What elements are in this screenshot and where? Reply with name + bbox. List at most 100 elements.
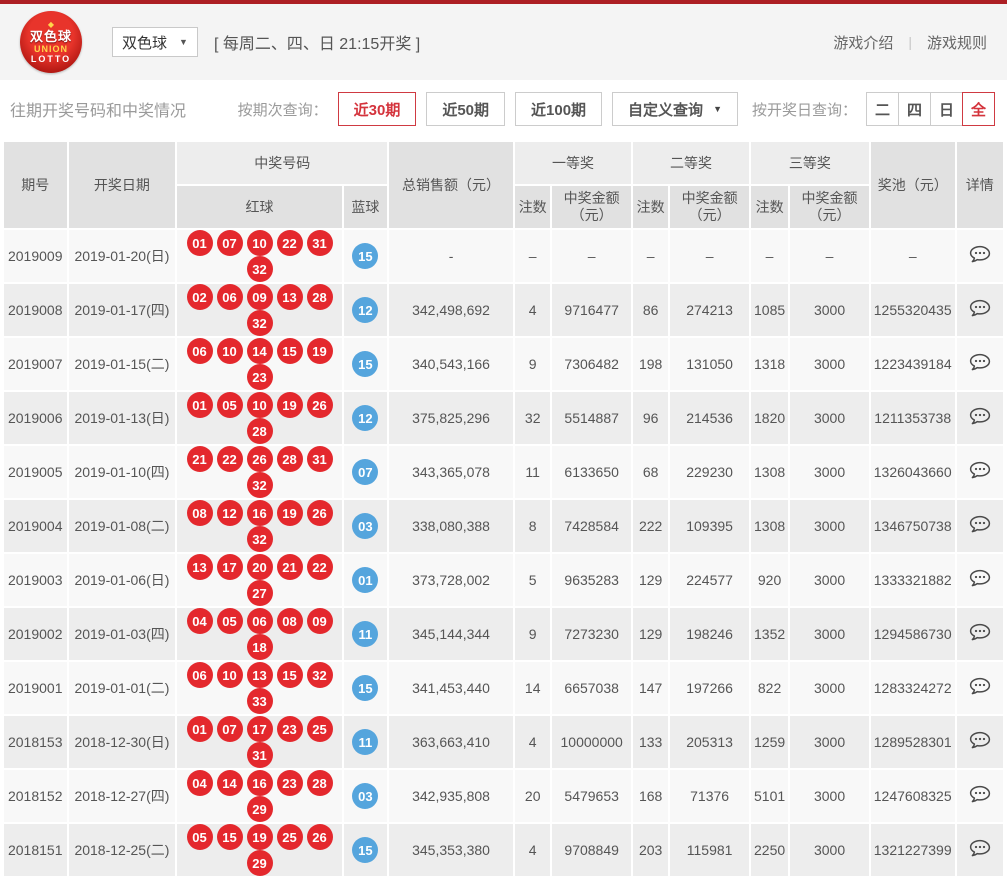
red-ball: 33	[246, 688, 273, 714]
blue-ball: 12	[352, 297, 379, 323]
red-ball: 14	[246, 338, 273, 364]
second-prize-count-cell: 68	[630, 444, 671, 500]
detail-comment-icon[interactable]	[968, 783, 992, 807]
detail-comment-icon[interactable]	[968, 675, 992, 699]
red-ball: 23	[246, 364, 273, 390]
second-prize-amount-cell: 224577	[668, 552, 751, 608]
day-button-tuesday[interactable]: 二	[866, 92, 899, 126]
blue-ball-cell: 12	[341, 390, 390, 446]
blue-ball: 12	[352, 405, 379, 431]
red-ball: 25	[306, 716, 333, 742]
filter-button-last100[interactable]: 近100期	[515, 92, 603, 126]
jackpot-pool-cell: 1247608325	[868, 768, 957, 824]
blue-ball: 03	[352, 783, 379, 809]
red-balls-cell: 21 22 26 28 31 32	[175, 444, 344, 500]
second-prize-count-cell: 203	[630, 822, 671, 878]
first-prize-amount-cell: 6133650	[550, 444, 633, 500]
red-ball: 16	[246, 770, 273, 796]
red-ball: 26	[246, 446, 273, 472]
detail-cell	[954, 282, 1006, 338]
second-prize-amount-cell: 214536	[668, 390, 751, 446]
red-ball: 09	[246, 284, 273, 310]
red-ball: 05	[216, 392, 243, 418]
game-select-dropdown[interactable]: 双色球 ▼	[112, 27, 198, 57]
red-balls-cell: 01 05 10 19 26 28	[175, 390, 344, 446]
site-header: ◆ 双色球 UNION LOTTO 双色球 ▼ [ 每周二、四、日 21:15开…	[0, 4, 1007, 80]
detail-comment-icon[interactable]	[968, 729, 992, 753]
blue-ball: 01	[352, 567, 379, 593]
detail-comment-icon[interactable]	[968, 405, 992, 429]
red-ball: 10	[246, 392, 273, 418]
jackpot-pool-cell: 1211353738	[868, 390, 957, 446]
detail-comment-icon[interactable]	[968, 351, 992, 375]
first-prize-count-cell: 8	[513, 498, 553, 554]
first-prize-amount-cell: 9708849	[550, 822, 633, 878]
red-balls-cell: 01 07 10 22 31 32	[175, 228, 344, 284]
blue-ball: 15	[352, 351, 379, 377]
detail-comment-icon[interactable]	[968, 567, 992, 591]
sales-cell: -	[387, 228, 516, 284]
detail-cell	[954, 390, 1006, 446]
third-prize-count-cell: 822	[748, 660, 791, 716]
red-ball: 08	[186, 500, 213, 526]
detail-comment-icon[interactable]	[968, 621, 992, 645]
custom-query-dropdown[interactable]: 自定义查询 ▼	[612, 92, 738, 126]
detail-comment-icon[interactable]	[968, 243, 992, 267]
blue-ball-cell: 15	[341, 336, 390, 392]
game-rules-link[interactable]: 游戏规则	[926, 34, 987, 52]
sales-cell: 340,543,166	[387, 336, 516, 392]
game-intro-link[interactable]: 游戏介绍	[833, 34, 894, 52]
red-ball: 32	[246, 310, 273, 336]
blue-ball-cell: 15	[341, 660, 390, 716]
red-ball: 32	[246, 472, 273, 498]
jackpot-pool-cell: –	[868, 228, 957, 284]
second-prize-count-cell: 147	[630, 660, 671, 716]
day-button-sunday[interactable]: 日	[930, 92, 963, 126]
header-amount-2: 中奖金额 （元）	[668, 184, 751, 230]
red-ball: 07	[216, 230, 243, 256]
filter-button-last30[interactable]: 近30期	[337, 92, 417, 126]
red-balls-cell: 05 15 19 25 26 29	[175, 822, 344, 878]
detail-comment-icon[interactable]	[968, 837, 992, 861]
first-prize-amount-cell: –	[550, 228, 633, 284]
header-links: 游戏介绍 | 游戏规则	[833, 32, 989, 53]
amount-label: 中奖金额	[801, 189, 858, 206]
red-ball: 08	[276, 608, 303, 634]
period-cell: 2019005	[2, 444, 69, 500]
red-ball: 22	[276, 230, 303, 256]
day-button-thursday[interactable]: 四	[898, 92, 931, 126]
period-cell: 2018152	[2, 768, 69, 824]
first-prize-count-cell: 5	[513, 552, 553, 608]
sales-cell: 373,728,002	[387, 552, 516, 608]
second-prize-count-cell: 222	[630, 498, 671, 554]
blue-ball-cell: 03	[341, 768, 390, 824]
red-ball: 26	[306, 500, 333, 526]
red-ball: 28	[246, 418, 273, 444]
day-button-all[interactable]: 全	[962, 92, 995, 126]
red-ball: 05	[186, 824, 213, 850]
red-ball: 10	[216, 338, 243, 364]
second-prize-amount-cell: 229230	[668, 444, 751, 500]
header-amount-3: 中奖金额 （元）	[788, 184, 871, 230]
filter-button-last50[interactable]: 近50期	[426, 92, 506, 126]
logo-cn-text: 双色球	[29, 28, 72, 44]
detail-comment-icon[interactable]	[968, 513, 992, 537]
detail-cell	[954, 660, 1006, 716]
first-prize-amount-cell: 5479653	[550, 768, 633, 824]
date-cell: 2018-12-25(二)	[66, 822, 178, 878]
red-ball: 14	[216, 770, 243, 796]
first-prize-count-cell: 9	[513, 336, 553, 392]
header-detail: 详情	[954, 140, 1006, 230]
blue-ball-cell: 11	[341, 714, 390, 770]
detail-comment-icon[interactable]	[968, 297, 992, 321]
red-ball: 28	[306, 770, 333, 796]
third-prize-count-cell: 1308	[748, 498, 791, 554]
detail-comment-icon[interactable]	[968, 459, 992, 483]
second-prize-amount-cell: 115981	[668, 822, 751, 878]
red-ball: 06	[216, 284, 243, 310]
header-period: 期号	[2, 140, 69, 230]
jackpot-pool-cell: 1289528301	[868, 714, 957, 770]
red-ball: 28	[306, 284, 333, 310]
third-prize-count-cell: 1318	[748, 336, 791, 392]
table-row: 2019009 2019-01-20(日) 01 07 10 22 3132 15 - …	[2, 228, 1006, 284]
